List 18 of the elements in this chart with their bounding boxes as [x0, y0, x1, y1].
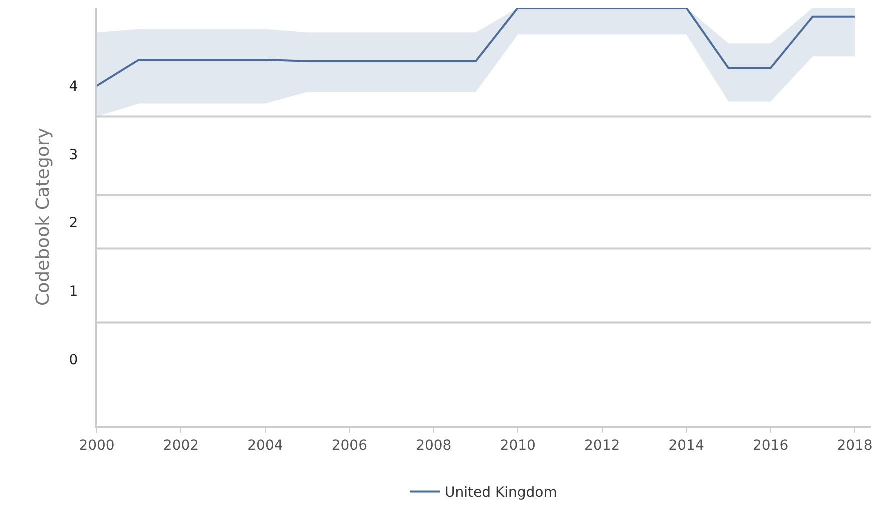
x-tick-label: 2014 [668, 438, 704, 454]
x-tick-label: 2006 [332, 438, 368, 454]
y-tick-label: 1 [69, 284, 78, 300]
y-tick-label: 4 [69, 78, 78, 95]
y-tick-label: 0 [69, 352, 78, 369]
x-tick-label: 2008 [416, 438, 452, 454]
x-tick-label: 2002 [163, 438, 200, 454]
y-tick-label: 3 [69, 147, 78, 164]
line-series [97, 8, 856, 87]
y-axis-title: Codebook Category [32, 128, 54, 306]
x-tick-label: 2018 [837, 438, 873, 454]
x-tick-label: 2012 [584, 438, 620, 454]
x-tick-label: 2000 [79, 438, 115, 454]
x-tick-label: 2010 [500, 438, 536, 454]
legend-label: United Kingdom [445, 485, 558, 502]
y-tick-label: 2 [69, 216, 78, 232]
x-tick-label: 2004 [248, 438, 284, 454]
x-tick-label: 2016 [752, 438, 789, 454]
